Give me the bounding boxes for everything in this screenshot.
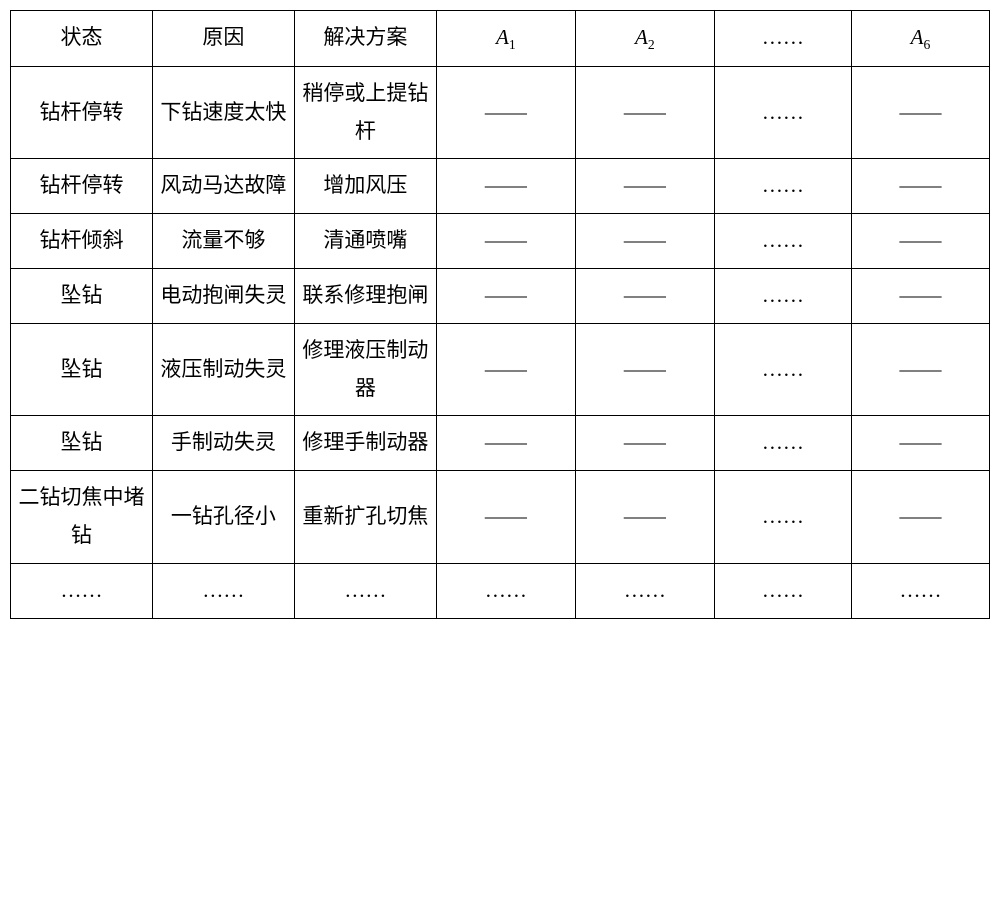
table-row: 二钻切焦中堵钻 一钻孔径小 重新扩孔切焦 —— —— …… —— xyxy=(11,471,990,564)
col-header-ellipsis: …… xyxy=(714,11,851,67)
cell-status: 钻杆停转 xyxy=(11,66,153,159)
col-header-a2: A2 xyxy=(575,11,714,67)
cell-ellipsis: …… xyxy=(714,323,851,416)
cell-a1: —— xyxy=(436,159,575,214)
cell-a6: —— xyxy=(851,159,989,214)
cell-ellipsis: …… xyxy=(714,66,851,159)
cell-status: 坠钻 xyxy=(11,268,153,323)
cell-a6: —— xyxy=(851,66,989,159)
cell-ellipsis: …… xyxy=(714,416,851,471)
cell-a6: —— xyxy=(851,416,989,471)
cell-ellipsis: …… xyxy=(714,563,851,618)
cell-a2: —— xyxy=(575,323,714,416)
cell-a1: —— xyxy=(436,323,575,416)
cell-a1: …… xyxy=(436,563,575,618)
cell-a1: —— xyxy=(436,214,575,269)
cell-a6: —— xyxy=(851,323,989,416)
table-row: …… …… …… …… …… …… …… xyxy=(11,563,990,618)
cell-a6: —— xyxy=(851,214,989,269)
table-body: 钻杆停转 下钻速度太快 稍停或上提钻杆 —— —— …… —— 钻杆停转 风动马… xyxy=(11,66,990,618)
cell-a2: —— xyxy=(575,214,714,269)
cell-cause: 下钻速度太快 xyxy=(152,66,294,159)
cell-status: 钻杆倾斜 xyxy=(11,214,153,269)
cell-ellipsis: …… xyxy=(714,471,851,564)
cell-a1: —— xyxy=(436,416,575,471)
cell-solution: …… xyxy=(294,563,436,618)
cell-a2: —— xyxy=(575,159,714,214)
cell-cause: 液压制动失灵 xyxy=(152,323,294,416)
table-row: 坠钻 液压制动失灵 修理液压制动器 —— —— …… —— xyxy=(11,323,990,416)
cell-status: 二钻切焦中堵钻 xyxy=(11,471,153,564)
table-row: 钻杆停转 风动马达故障 增加风压 —— —— …… —— xyxy=(11,159,990,214)
cell-status: 坠钻 xyxy=(11,323,153,416)
cell-a2: —— xyxy=(575,416,714,471)
table-header-row: 状态 原因 解决方案 A1 A2 …… A6 xyxy=(11,11,990,67)
cell-a2: —— xyxy=(575,268,714,323)
cell-solution: 联系修理抱闸 xyxy=(294,268,436,323)
cell-cause: 流量不够 xyxy=(152,214,294,269)
cell-a1: —— xyxy=(436,268,575,323)
col-header-solution: 解决方案 xyxy=(294,11,436,67)
cell-ellipsis: …… xyxy=(714,159,851,214)
cell-ellipsis: …… xyxy=(714,214,851,269)
cell-solution: 增加风压 xyxy=(294,159,436,214)
col-header-a1: A1 xyxy=(436,11,575,67)
cell-cause: 一钻孔径小 xyxy=(152,471,294,564)
table-row: 钻杆倾斜 流量不够 清通喷嘴 —— —— …… —— xyxy=(11,214,990,269)
fault-solutions-table: 状态 原因 解决方案 A1 A2 …… A6 钻杆停转 下钻速度太快 稍停或上提… xyxy=(10,10,990,619)
cell-solution: 清通喷嘴 xyxy=(294,214,436,269)
cell-a6: …… xyxy=(851,563,989,618)
cell-ellipsis: …… xyxy=(714,268,851,323)
cell-a2: —— xyxy=(575,471,714,564)
cell-a1: —— xyxy=(436,66,575,159)
cell-solution: 稍停或上提钻杆 xyxy=(294,66,436,159)
cell-status: …… xyxy=(11,563,153,618)
table-row: 坠钻 手制动失灵 修理手制动器 —— —— …… —— xyxy=(11,416,990,471)
col-header-status: 状态 xyxy=(11,11,153,67)
cell-a1: —— xyxy=(436,471,575,564)
cell-cause: 风动马达故障 xyxy=(152,159,294,214)
cell-a6: —— xyxy=(851,268,989,323)
cell-a6: —— xyxy=(851,471,989,564)
col-header-cause: 原因 xyxy=(152,11,294,67)
cell-cause: 手制动失灵 xyxy=(152,416,294,471)
table-row: 钻杆停转 下钻速度太快 稍停或上提钻杆 —— —— …… —— xyxy=(11,66,990,159)
col-header-a6: A6 xyxy=(851,11,989,67)
cell-solution: 修理手制动器 xyxy=(294,416,436,471)
cell-solution: 重新扩孔切焦 xyxy=(294,471,436,564)
table-row: 坠钻 电动抱闸失灵 联系修理抱闸 —— —— …… —— xyxy=(11,268,990,323)
cell-a2: …… xyxy=(575,563,714,618)
cell-cause: 电动抱闸失灵 xyxy=(152,268,294,323)
cell-solution: 修理液压制动器 xyxy=(294,323,436,416)
cell-cause: …… xyxy=(152,563,294,618)
cell-status: 坠钻 xyxy=(11,416,153,471)
cell-status: 钻杆停转 xyxy=(11,159,153,214)
cell-a2: —— xyxy=(575,66,714,159)
